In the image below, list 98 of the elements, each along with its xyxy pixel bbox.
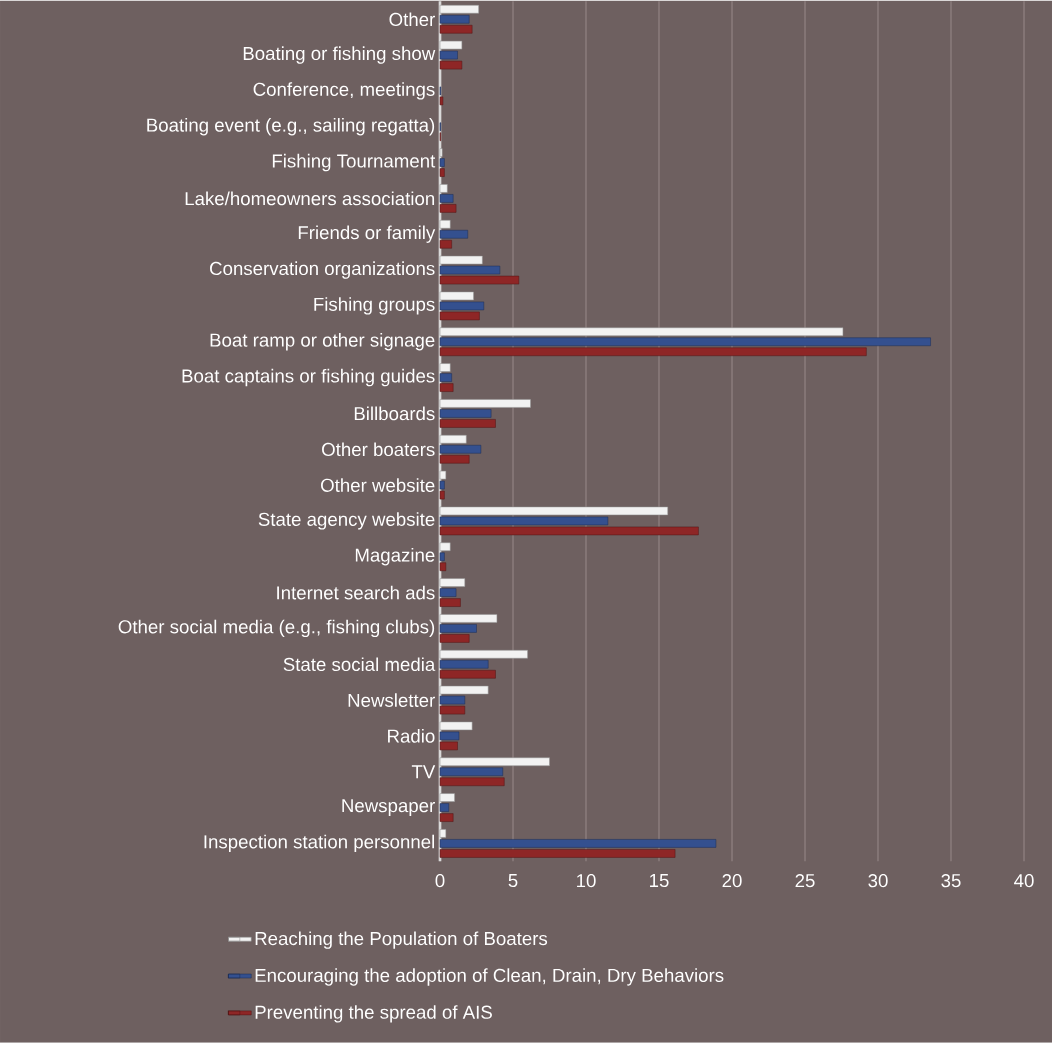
bar	[439, 435, 467, 444]
bar	[439, 337, 931, 347]
bar	[439, 793, 455, 803]
bar	[439, 60, 463, 70]
bar	[439, 705, 466, 715]
bar	[439, 614, 498, 623]
y-tick-label: Conservation organizations	[210, 261, 435, 279]
y-tick-label: Fishing Tournament	[272, 154, 436, 172]
y-tick-label: Newspaper	[342, 799, 435, 817]
x-tick-label: 40	[1014, 874, 1034, 888]
bar	[439, 490, 445, 500]
bar	[439, 526, 699, 536]
legend-label: Encouraging the adoption of Clean, Drain, Dry Behaviors	[255, 968, 724, 986]
x-tick-label: 30	[868, 874, 888, 888]
bar	[439, 624, 477, 633]
bar	[439, 695, 466, 705]
bar	[439, 419, 496, 428]
bar	[439, 562, 447, 572]
bar	[439, 470, 447, 480]
bar	[439, 25, 473, 34]
y-tick-label: Radio	[388, 729, 435, 743]
bar	[439, 598, 461, 608]
y-tick-label: Boating or fishing show	[243, 46, 436, 64]
bar	[439, 301, 485, 311]
y-tick-label: Conference, meetings	[253, 82, 435, 100]
x-tick-label: 5	[508, 874, 518, 888]
x-tick-label: 10	[577, 874, 596, 888]
bar	[439, 311, 480, 321]
bar	[439, 455, 470, 464]
bar	[439, 148, 443, 158]
bar	[439, 542, 451, 552]
y-tick-label: Boat captains or fishing guides	[182, 369, 435, 387]
bar	[439, 767, 504, 777]
bar	[439, 15, 470, 24]
bar	[439, 670, 496, 679]
bar	[439, 741, 458, 751]
bar	[439, 194, 454, 203]
bar	[439, 50, 458, 60]
y-tick-label: Other website	[321, 478, 435, 493]
bar	[439, 265, 501, 275]
y-tick-label: Boating event (e.g., sailing regatta)	[147, 118, 435, 136]
y-tick-label: Other social media (e.g., fishing clubs)	[118, 619, 435, 638]
bar	[439, 409, 492, 418]
bar	[439, 220, 451, 229]
bar	[439, 168, 445, 178]
bar	[439, 839, 717, 848]
bar	[439, 721, 473, 731]
bar	[439, 660, 489, 669]
y-tick-label: State agency website	[258, 512, 435, 530]
y-tick-label: Inspection station personnel	[204, 834, 434, 853]
bar	[439, 373, 452, 383]
bar	[439, 588, 457, 598]
x-tick-label: 35	[941, 874, 961, 888]
bar	[439, 347, 867, 357]
bar	[439, 5, 479, 14]
bar	[439, 634, 470, 643]
bar	[439, 731, 460, 741]
bar	[439, 445, 482, 454]
bar	[439, 803, 450, 813]
bar	[439, 829, 447, 838]
y-tick-label: Magazine	[355, 548, 435, 566]
bar	[439, 291, 474, 301]
bar	[439, 240, 452, 249]
y-tick-label: State social media	[283, 657, 436, 672]
y-tick-label: Other boaters	[322, 442, 435, 457]
bar	[439, 480, 445, 490]
y-tick-label: Friends or family	[298, 225, 436, 244]
y-tick-label: Internet search ads	[277, 585, 435, 600]
bar	[439, 516, 609, 526]
legend-label: Preventing the spread of AIS	[255, 1005, 492, 1023]
bar	[439, 383, 454, 393]
y-tick-label: Other	[389, 12, 435, 27]
bar	[439, 849, 676, 858]
y-tick-label: Billboards	[354, 406, 435, 421]
y-tick-label: Boat ramp or other signage	[210, 333, 435, 351]
x-tick-label: 20	[722, 874, 742, 888]
x-tick-label: 15	[650, 874, 669, 888]
bar	[439, 184, 448, 193]
y-tick-label: TV	[411, 765, 436, 779]
x-tick-label: 25	[795, 874, 815, 888]
y-tick-label: Newsletter	[348, 693, 435, 708]
x-tick-label: 0	[435, 874, 445, 888]
bar	[439, 255, 483, 265]
legend-label: Reaching the Population of Boaters	[255, 931, 548, 949]
bar	[439, 204, 457, 213]
bar	[439, 813, 454, 823]
y-tick-label: Fishing groups	[314, 297, 435, 315]
bar	[439, 275, 520, 285]
bar	[439, 552, 445, 562]
bar	[439, 578, 466, 588]
bar	[439, 40, 463, 50]
bar	[439, 685, 489, 695]
bar	[439, 230, 469, 239]
bar	[439, 777, 505, 787]
bar	[439, 363, 451, 373]
bar	[439, 158, 445, 168]
bar	[439, 96, 444, 106]
y-tick-label: Lake/homeowners association	[185, 191, 435, 206]
